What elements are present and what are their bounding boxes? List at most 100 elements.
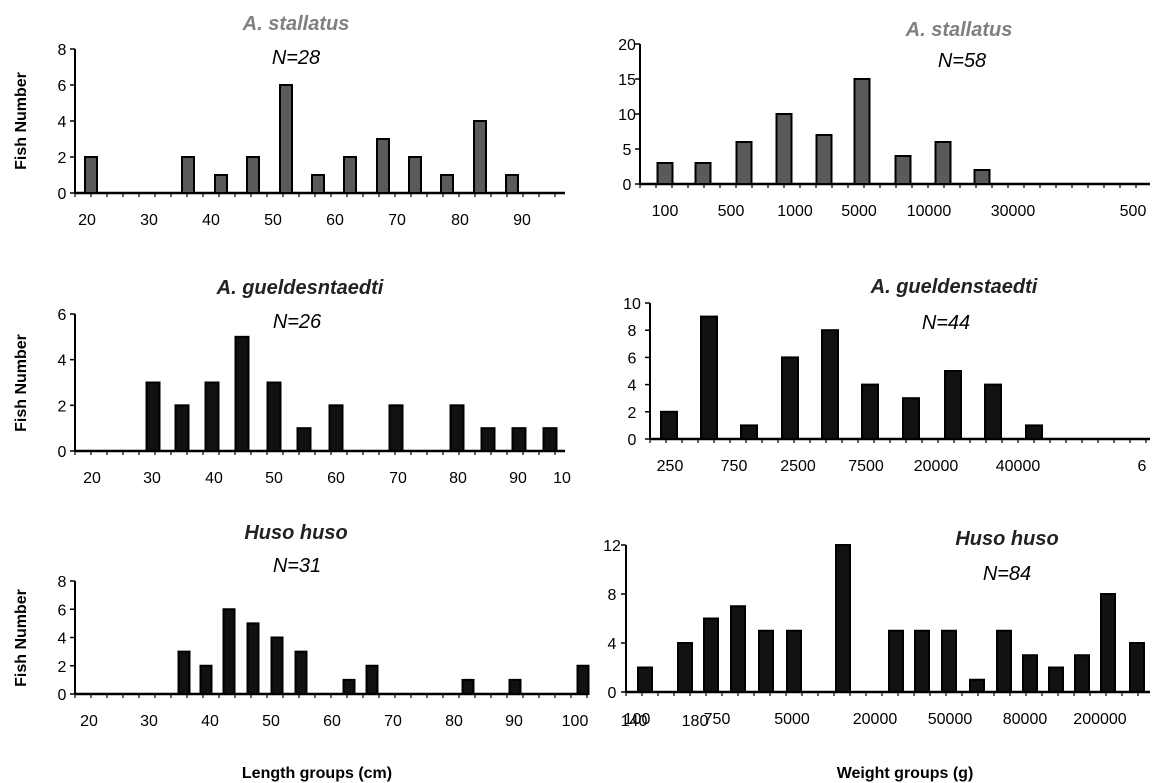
sample-size-label: N=44 [922, 312, 970, 334]
x-tick-label: 1000 [777, 203, 813, 220]
sample-size-label: N=26 [273, 311, 322, 333]
x-tick-label: 6 [1138, 458, 1147, 475]
y-tick-label: 0 [58, 444, 67, 461]
bar [204, 381, 220, 452]
y-tick-label: 5 [623, 142, 632, 159]
bar [996, 629, 1012, 693]
x-tick-label: 60 [327, 470, 345, 487]
x-tick-label: 750 [704, 711, 731, 728]
bar [508, 678, 522, 695]
bar [703, 617, 719, 693]
bar [511, 427, 527, 452]
x-tick-label: 100 [562, 713, 589, 730]
bar [461, 678, 475, 695]
bar [781, 356, 799, 440]
x-tick-label: 5000 [774, 711, 810, 728]
chart-title: A. stallatus [905, 19, 1013, 41]
x-tick-label: 30000 [991, 203, 1036, 220]
x-tick-label: 500 [1120, 203, 1147, 220]
bar [888, 629, 904, 693]
bar [246, 156, 260, 194]
bar [376, 138, 390, 194]
y-tick-label: 10 [618, 107, 636, 124]
x-tick-label: 40000 [996, 458, 1041, 475]
x-tick-label: 90 [509, 470, 527, 487]
y-tick-label: 6 [58, 78, 67, 95]
y-tick-label: 12 [603, 538, 621, 555]
bar [660, 410, 678, 440]
x-tick-label: 30 [140, 212, 158, 229]
x-tick-label: 100 [652, 203, 679, 220]
sample-size-label: N=58 [938, 50, 986, 72]
y-tick-label: 4 [628, 378, 637, 395]
x-tick-label: 40 [202, 212, 220, 229]
y-tick-label: 20 [618, 37, 636, 54]
bar [934, 141, 952, 185]
x-tick-label: 40 [205, 470, 223, 487]
bar [473, 120, 487, 194]
y-tick-label: 6 [58, 307, 67, 324]
bar [296, 427, 312, 452]
bar [941, 629, 957, 693]
y-tick-label: 4 [58, 631, 67, 648]
bar [246, 622, 260, 695]
y-tick-label: 0 [628, 432, 637, 449]
bar [84, 156, 98, 194]
y-tick-label: 4 [608, 636, 617, 653]
bar [969, 678, 985, 693]
bar [1048, 666, 1064, 693]
x-tick-label: 20000 [853, 711, 898, 728]
chart-title: Huso huso [244, 522, 347, 544]
x-tick-label: 500 [718, 203, 745, 220]
y-tick-label: 2 [628, 405, 637, 422]
y-tick-label: 6 [58, 602, 67, 619]
bar [786, 629, 802, 693]
y-tick-label: 2 [58, 659, 67, 676]
x-tick-label: 2500 [780, 458, 816, 475]
y-tick-label: 6 [628, 350, 637, 367]
chart-title: Huso huso [955, 528, 1058, 550]
bar [821, 329, 839, 441]
y-tick-label: 0 [58, 186, 67, 203]
x-tick-label: 100 [624, 711, 651, 728]
y-tick-label: 8 [58, 574, 67, 591]
bar [365, 664, 379, 695]
sample-size-label: N=28 [272, 47, 320, 69]
bar [730, 605, 746, 693]
y-tick-label: 15 [618, 72, 636, 89]
y-tick-label: 0 [608, 685, 617, 702]
bar [902, 397, 920, 441]
y-tick-label: 8 [58, 42, 67, 59]
bar [637, 666, 653, 693]
bar [576, 664, 590, 695]
bar [740, 424, 758, 440]
x-tick-label: 10 [553, 470, 571, 487]
bar [944, 370, 962, 440]
bar [408, 156, 422, 194]
x-tick-label: 20 [78, 212, 96, 229]
bar [342, 678, 356, 695]
bar [234, 335, 250, 453]
bar [343, 156, 357, 194]
bar [177, 650, 191, 695]
bar [894, 155, 912, 185]
bar [973, 169, 991, 185]
x-tick-label: 80000 [1003, 711, 1048, 728]
bar [835, 544, 851, 693]
y-tick-label: 2 [58, 398, 67, 415]
bar [1022, 654, 1038, 693]
sample-size-label: N=31 [273, 555, 321, 577]
x-tick-label: 70 [388, 212, 406, 229]
bar [266, 381, 282, 452]
x-tick-label: 20000 [914, 458, 959, 475]
x-tick-label: 30 [143, 470, 161, 487]
x-tick-label: 80 [449, 470, 467, 487]
chart-title: A. gueldenstaedti [870, 276, 1038, 298]
chart-panel-2: A. stallatus N=58 0 5 10 15 20 100 500 1000 5000 10… [618, 19, 1150, 220]
bar [861, 383, 879, 441]
x-tick-label: 10000 [907, 203, 952, 220]
y-tick-label: 8 [608, 587, 617, 604]
x-tick-label: 90 [505, 713, 523, 730]
bar [270, 636, 284, 695]
